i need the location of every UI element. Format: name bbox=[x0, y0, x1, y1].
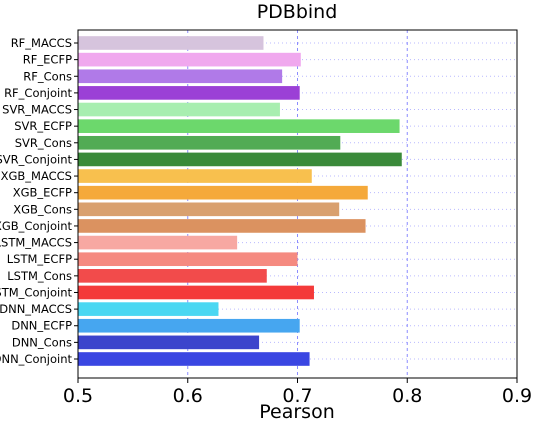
y-tick-label: LSTM_Conjoint bbox=[0, 285, 72, 299]
chart-title: PDBbind bbox=[257, 1, 338, 23]
bar-lstm-cons bbox=[78, 269, 267, 283]
y-tick-label: XGB_Conjoint bbox=[0, 219, 72, 233]
x-tick-label: 0.5 bbox=[63, 385, 93, 407]
bar-svr-maccs bbox=[78, 102, 280, 117]
y-tick-label: RF_Conjoint bbox=[4, 86, 72, 100]
bar-rf-cons bbox=[78, 69, 283, 84]
bar-svr-cons bbox=[78, 135, 341, 150]
bar-rf-maccs bbox=[78, 36, 264, 50]
y-tick-label: SVR_Conjoint bbox=[0, 152, 72, 166]
bar-svr-ecfp bbox=[78, 119, 400, 133]
y-tick-label: DNN_Conjoint bbox=[0, 352, 72, 366]
y-tick-label: SVR_Cons bbox=[15, 136, 72, 150]
y-tick-label: RF_Cons bbox=[23, 69, 72, 83]
bar-xgb-conjoint bbox=[78, 219, 366, 233]
bar-lstm-conjoint bbox=[78, 285, 314, 300]
y-tick-label: RF_MACCS bbox=[11, 36, 72, 50]
bar-dnn-ecfp bbox=[78, 318, 300, 333]
x-tick-label: 0.6 bbox=[173, 385, 203, 407]
y-tick-labels: RF_MACCS RF_ECFP RF_Cons RF_Conjoint SVR_MAC… bbox=[0, 36, 78, 366]
y-tick-label: XGB_ECFP bbox=[13, 186, 72, 200]
y-tick-label: LSTM_MACCS bbox=[0, 236, 72, 250]
x-tick-labels: 0.5 0.6 0.7 0.8 0.9 bbox=[63, 378, 532, 407]
bar-svr-conjoint bbox=[78, 152, 402, 167]
x-tick-label: 0.8 bbox=[392, 385, 422, 407]
y-tick-label: XGB_MACCS bbox=[1, 169, 72, 183]
bar-rf-ecfp bbox=[78, 52, 301, 67]
bar-dnn-maccs bbox=[78, 302, 219, 316]
bar-dnn-cons bbox=[78, 335, 260, 350]
bar-dnn-conjoint bbox=[78, 352, 310, 366]
bar-xgb-maccs bbox=[78, 169, 312, 183]
y-tick-label: DNN_Cons bbox=[12, 335, 72, 349]
bar-rf-conjoint bbox=[78, 86, 300, 100]
y-tick-label: RF_ECFP bbox=[23, 53, 72, 67]
bar-lstm-ecfp bbox=[78, 252, 298, 267]
y-tick-label: SVR_ECFP bbox=[14, 119, 72, 133]
bars bbox=[78, 36, 402, 366]
y-tick-label: SVR_MACCS bbox=[2, 103, 72, 117]
y-tick-label: DNN_MACCS bbox=[0, 302, 72, 316]
x-tick-label: 0.7 bbox=[282, 385, 312, 407]
x-tick-label: 0.9 bbox=[502, 385, 532, 407]
bar-xgb-cons bbox=[78, 202, 340, 217]
bar-xgb-ecfp bbox=[78, 185, 368, 200]
bar-lstm-maccs bbox=[78, 235, 238, 250]
x-axis-title: Pearson bbox=[259, 401, 335, 423]
y-tick-label: DNN_ECFP bbox=[11, 319, 72, 333]
y-tick-label: XGB_Cons bbox=[13, 202, 72, 216]
y-tick-label: LSTM_Cons bbox=[7, 269, 72, 283]
y-tick-label: LSTM_ECFP bbox=[7, 252, 72, 266]
